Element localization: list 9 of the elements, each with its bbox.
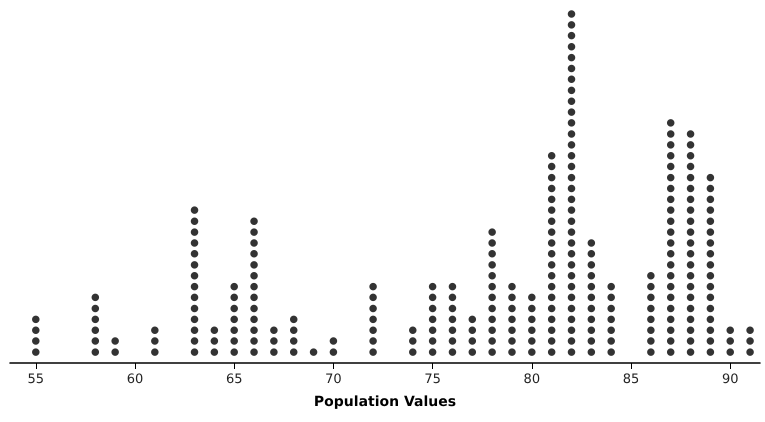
x-tick-label: 80 [524,372,540,387]
x-tick-label: 70 [325,372,342,387]
x-tick-label: 75 [424,372,441,387]
x-tick-label: 65 [226,372,242,387]
x-tick-label: 85 [622,372,640,387]
x-tick-label: 60 [126,372,144,387]
x-tick-label: 90 [722,372,739,387]
x-axis-title: Population Values [314,394,456,410]
x-tick-label: 55 [28,372,44,387]
